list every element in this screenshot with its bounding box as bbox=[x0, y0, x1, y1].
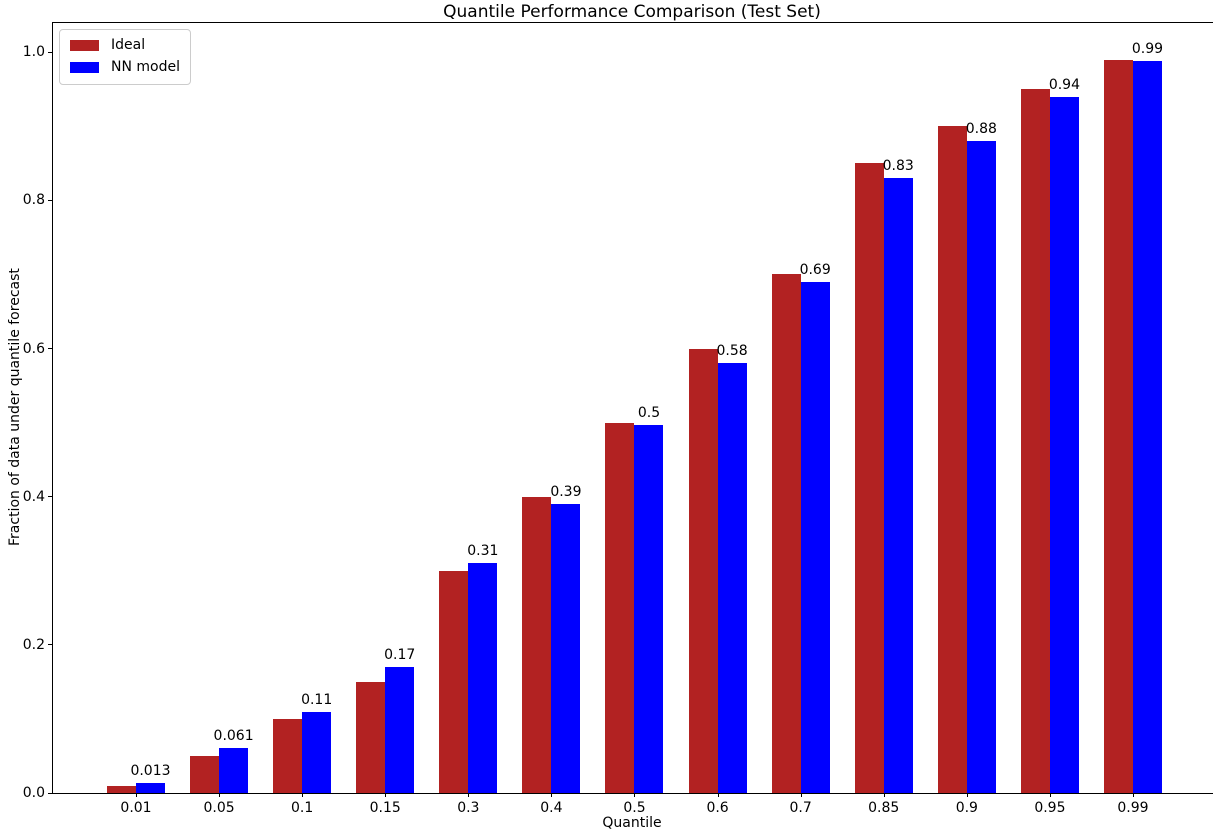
bar-value-label: 0.061 bbox=[213, 727, 254, 744]
x-tick-mark bbox=[1049, 793, 1051, 797]
bar-ideal bbox=[605, 422, 635, 793]
y-tick-label: 0.0 bbox=[22, 785, 45, 801]
plot-area: Ideal NN model 0.0 0.2 0.4 0.6 0.8 1.0 0.013 0.0… bbox=[23, 22, 1213, 816]
x-tick-mark bbox=[800, 793, 802, 797]
x-tick-mark bbox=[966, 793, 968, 797]
x-tick-label: 0.15 bbox=[369, 800, 401, 816]
x-tick-label: 0.9 bbox=[955, 800, 978, 816]
bar-nn-model bbox=[800, 281, 830, 793]
bar-nn-model bbox=[219, 747, 249, 793]
bar-value-label: 0.17 bbox=[384, 647, 416, 664]
y-tick-mark bbox=[48, 496, 52, 498]
bar-ideal bbox=[356, 681, 386, 793]
legend-label: Ideal bbox=[111, 37, 146, 53]
y-tick-label: 0.8 bbox=[22, 192, 45, 209]
bar-ideal bbox=[854, 163, 884, 793]
bar-nn-model bbox=[883, 178, 913, 793]
bar-value-label: 0.58 bbox=[716, 343, 748, 360]
x-tick-mark bbox=[1132, 793, 1134, 797]
bar-ideal bbox=[1103, 59, 1133, 793]
bar-nn-model bbox=[717, 363, 747, 793]
bar-ideal bbox=[1020, 89, 1050, 793]
bar-nn-model bbox=[136, 783, 165, 793]
x-tick-mark bbox=[634, 793, 636, 797]
y-tick-mark bbox=[48, 199, 52, 201]
bar-value-label: 0.94 bbox=[1048, 76, 1080, 93]
bar-value-label: 0.88 bbox=[965, 121, 997, 138]
bar-value-label: 0.83 bbox=[882, 158, 914, 175]
bar-value-label: 0.013 bbox=[130, 763, 171, 780]
y-tick-label: 0.6 bbox=[22, 340, 45, 357]
bar-nn-model bbox=[385, 667, 415, 793]
x-tick-label: 0.99 bbox=[1117, 800, 1149, 816]
x-axis-label: Quantile bbox=[602, 815, 662, 831]
x-tick-mark bbox=[551, 793, 553, 797]
legend: Ideal NN model bbox=[59, 29, 191, 85]
bar-nn-model bbox=[302, 711, 332, 793]
x-tick-mark bbox=[717, 793, 719, 797]
x-tick-label: 0.5 bbox=[623, 800, 646, 816]
bar-nn-model bbox=[634, 424, 664, 793]
legend-swatch-icon bbox=[70, 40, 99, 51]
y-tick-label: 1.0 bbox=[22, 44, 45, 61]
y-tick-mark bbox=[48, 348, 52, 350]
legend-item: Ideal bbox=[70, 37, 180, 54]
x-tick-label: 0.01 bbox=[120, 800, 152, 816]
y-tick-label: 0.2 bbox=[22, 636, 45, 653]
x-tick-mark bbox=[883, 793, 885, 797]
bar-ideal bbox=[522, 496, 552, 793]
x-tick-mark bbox=[302, 793, 304, 797]
x-tick-label: 0.95 bbox=[1034, 800, 1066, 816]
bar-ideal bbox=[771, 274, 801, 793]
x-tick-label: 0.85 bbox=[868, 800, 900, 816]
bar-ideal bbox=[937, 126, 967, 793]
chart-title: Quantile Performance Comparison (Test Se… bbox=[443, 2, 821, 22]
bar-nn-model bbox=[551, 504, 581, 793]
x-tick-label: 0.7 bbox=[789, 800, 812, 816]
bar-value-label: 0.99 bbox=[1131, 41, 1164, 58]
bar-value-label: 0.31 bbox=[467, 543, 499, 560]
bar-nn-model bbox=[468, 563, 498, 793]
x-tick-label: 0.05 bbox=[203, 800, 235, 816]
bar-value-label: 0.69 bbox=[799, 261, 831, 278]
bar-nn-model bbox=[1049, 96, 1079, 793]
x-tick-label: 0.4 bbox=[540, 800, 563, 816]
y-tick-mark bbox=[48, 792, 52, 794]
x-tick-mark bbox=[219, 793, 221, 797]
x-tick-label: 0.3 bbox=[457, 800, 480, 816]
bar-ideal bbox=[439, 570, 469, 793]
bar-value-label: 0.5 bbox=[637, 404, 661, 421]
bar-value-label: 0.39 bbox=[550, 484, 582, 501]
x-tick-mark bbox=[136, 793, 137, 797]
bar-nn-model bbox=[966, 141, 996, 793]
y-axis-label: Fraction of data under quantile forecast bbox=[7, 268, 23, 546]
x-tick-mark bbox=[385, 793, 387, 797]
bar-ideal bbox=[107, 785, 136, 793]
x-tick-label: 0.6 bbox=[706, 800, 729, 816]
bar-nn-model bbox=[1132, 61, 1162, 793]
y-tick-mark bbox=[48, 51, 52, 53]
x-tick-mark bbox=[468, 793, 470, 797]
y-tick-label: 0.4 bbox=[22, 488, 45, 505]
x-tick-label: 0.1 bbox=[291, 800, 314, 816]
bar-ideal bbox=[688, 348, 718, 793]
bar-ideal bbox=[190, 755, 220, 793]
bar-value-label: 0.11 bbox=[301, 691, 333, 708]
bar-ideal bbox=[273, 718, 303, 793]
y-tick-mark bbox=[48, 644, 52, 646]
legend-item: NN model bbox=[70, 59, 180, 76]
legend-swatch-icon bbox=[70, 62, 99, 73]
legend-label: NN model bbox=[111, 59, 180, 75]
